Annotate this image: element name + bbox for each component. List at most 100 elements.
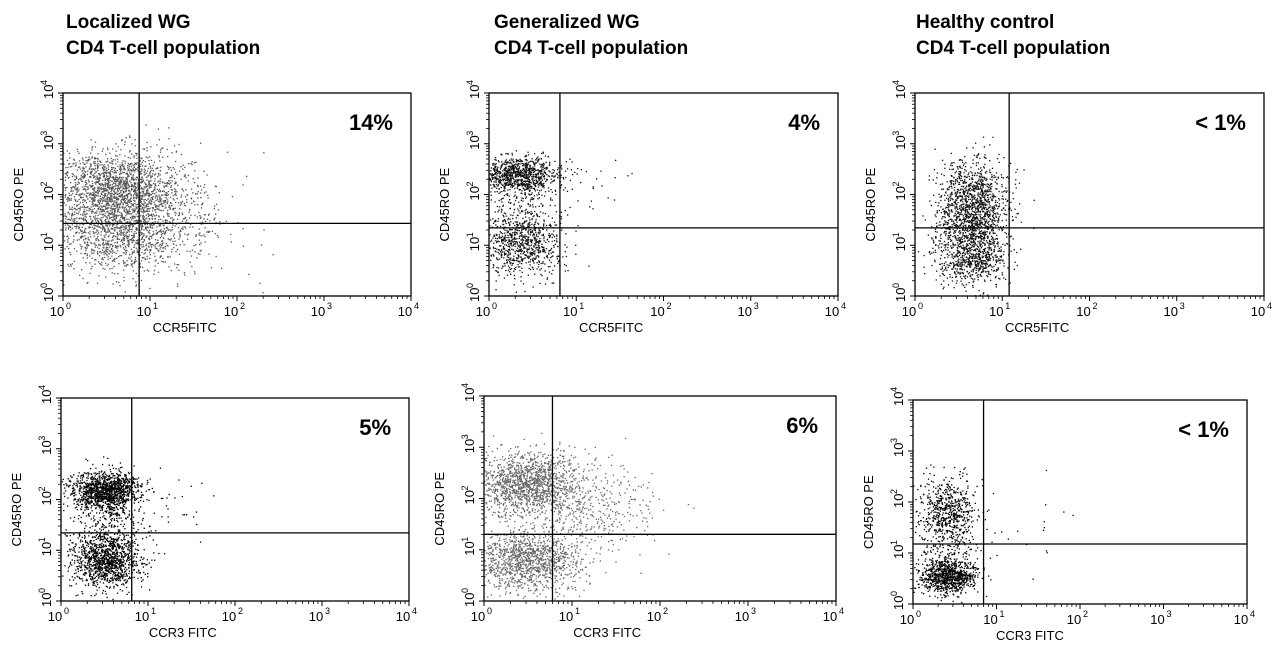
event-dot (494, 191, 496, 193)
event-dot (505, 172, 508, 174)
event-dot (190, 255, 192, 257)
event-dot (95, 195, 98, 197)
event-dot (102, 179, 104, 181)
event-dot (114, 246, 117, 248)
event-dot (142, 235, 144, 238)
event-dot (126, 202, 128, 204)
event-dot (103, 175, 106, 177)
event-dot (100, 186, 102, 189)
event-dot (87, 170, 89, 172)
event-dot (503, 238, 505, 240)
x-tick-label: 10 (563, 304, 577, 319)
event-dot (116, 257, 118, 259)
event-dot (531, 176, 533, 178)
event-dot (124, 184, 127, 186)
event-dot (127, 240, 129, 242)
event-dot (98, 179, 100, 181)
event-dot (159, 178, 162, 180)
event-dot (92, 205, 94, 208)
event-dot (130, 173, 132, 175)
event-dot (170, 169, 172, 171)
event-dot (523, 189, 526, 191)
event-dot (493, 255, 495, 257)
event-dot (73, 179, 76, 181)
event-dot (531, 223, 533, 225)
event-dot (509, 179, 511, 181)
event-dot (107, 166, 110, 168)
event-dot (97, 214, 99, 216)
event-dot (149, 202, 152, 204)
event-dot (139, 159, 141, 162)
event-dot (151, 210, 154, 212)
event-dot (131, 242, 133, 244)
event-dot (175, 194, 177, 196)
event-dot (91, 220, 93, 222)
event-dot (80, 217, 82, 219)
event-dot (505, 222, 507, 225)
event-dot (170, 176, 172, 179)
event-dot (104, 219, 106, 222)
event-dot (503, 185, 505, 187)
event-dot (531, 248, 533, 250)
event-dot (102, 205, 104, 207)
event-dot (140, 173, 143, 175)
event-dot (135, 168, 137, 170)
event-dot (103, 227, 105, 229)
event-dot (148, 210, 150, 212)
event-dot (169, 167, 171, 169)
event-dot (513, 211, 515, 214)
event-dot (131, 231, 133, 233)
event-dot (79, 168, 81, 170)
event-dot (517, 159, 519, 162)
event-dot (520, 181, 522, 183)
event-dot (530, 242, 533, 244)
event-dot (118, 281, 120, 284)
event-dot (201, 221, 203, 223)
event-dot (515, 164, 517, 166)
event-dot (181, 188, 184, 190)
event-dot (131, 223, 133, 226)
event-dot (536, 176, 538, 179)
event-dot (149, 180, 151, 182)
event-dot (575, 244, 577, 246)
event-dot (93, 215, 95, 218)
event-dot (534, 173, 536, 176)
event-dot (514, 194, 516, 196)
event-dot (101, 182, 103, 184)
event-dot (149, 257, 151, 259)
event-dot (129, 201, 131, 204)
event-dot (145, 227, 148, 229)
event-dot (151, 197, 153, 199)
event-dot (544, 283, 547, 285)
event-dot (137, 170, 139, 172)
event-dot (129, 200, 131, 202)
event-dot (148, 182, 150, 184)
event-dot (164, 182, 166, 185)
event-dot (76, 221, 78, 223)
event-dot (204, 241, 206, 243)
event-dot (90, 185, 92, 188)
event-dot (147, 215, 150, 218)
event-dot (542, 173, 544, 175)
event-dot (112, 245, 114, 248)
event-dot (527, 169, 529, 171)
event-dot (534, 190, 536, 192)
event-dot (111, 247, 113, 250)
event-dot (107, 221, 110, 223)
event-dot (528, 223, 530, 225)
event-dot (510, 178, 512, 180)
event-dot (92, 201, 94, 203)
event-dot (152, 196, 154, 198)
event-dot (539, 181, 541, 183)
event-dot (117, 232, 119, 235)
event-dot (144, 193, 146, 195)
event-dot (139, 204, 141, 206)
event-dot (188, 217, 191, 219)
event-dot (520, 231, 522, 233)
event-dot (523, 164, 525, 166)
event-dot (82, 170, 84, 172)
event-dot (122, 204, 124, 206)
event-dot (133, 220, 135, 222)
event-dot (549, 171, 551, 173)
event-dot (521, 242, 523, 244)
